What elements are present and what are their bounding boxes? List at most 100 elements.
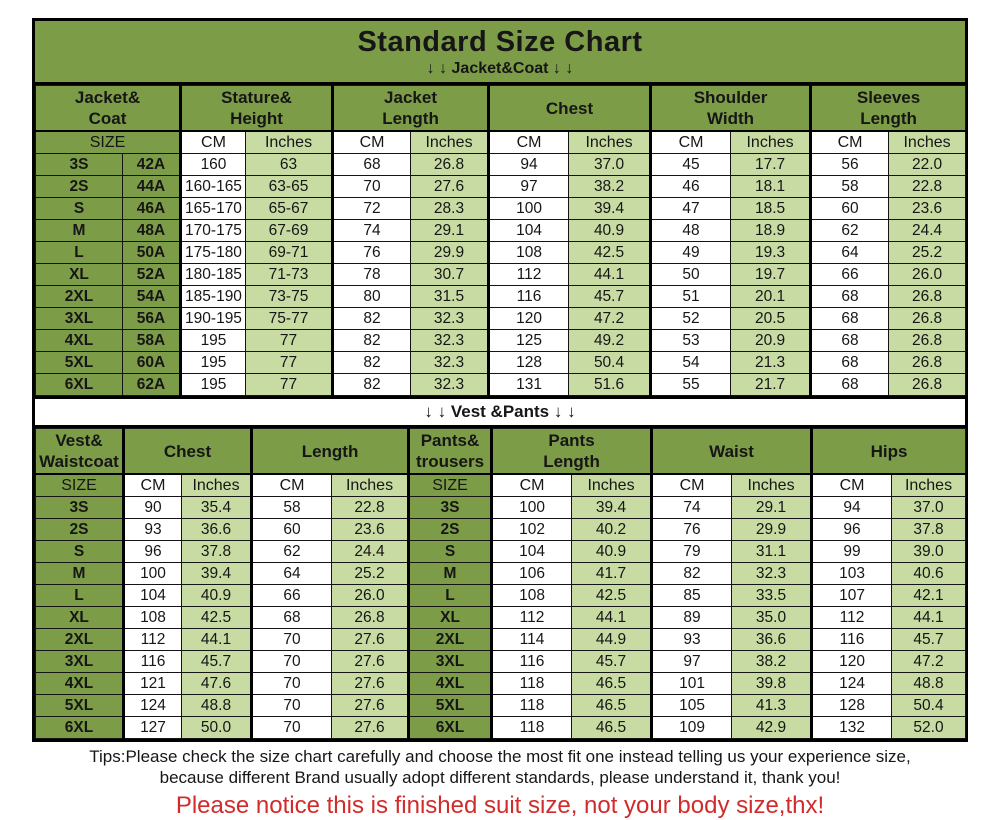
table-row: 2S 44A 160-165 63-65 70 27.6 97 38.2 46 18.1 58 22.… xyxy=(35,175,967,198)
size-cell: 56A xyxy=(122,307,181,330)
value-cell: 64 xyxy=(809,241,890,264)
size-cell: 2S xyxy=(407,518,493,541)
value-cell: 118 xyxy=(490,694,573,717)
value-cell: 24.4 xyxy=(331,540,410,563)
size-cell: 2XL xyxy=(407,628,493,651)
value-cell: 49 xyxy=(649,241,732,264)
value-cell: 40.9 xyxy=(571,540,653,563)
cm-header: CM xyxy=(487,130,570,154)
cm-header: CM xyxy=(122,473,182,497)
size-cell: 4XL xyxy=(407,672,493,695)
value-cell: 62 xyxy=(250,540,333,563)
value-cell: 50 xyxy=(649,263,732,286)
value-cell: 175-180 xyxy=(179,241,246,264)
value-cell: 40.9 xyxy=(568,219,652,242)
value-cell: 100 xyxy=(490,496,573,519)
value-cell: 58 xyxy=(809,175,890,198)
value-cell: 74 xyxy=(331,219,412,242)
value-cell: 26.8 xyxy=(888,373,967,396)
size-cell: 52A xyxy=(122,263,181,286)
table-row: M 100 39.4 64 25.2 M 106 41.7 82 32.3 103 40.6 xyxy=(35,562,967,585)
value-cell: 36.6 xyxy=(180,518,253,541)
value-cell: 97 xyxy=(487,175,570,198)
size-cell: 6XL xyxy=(35,373,123,396)
value-cell: 44.9 xyxy=(571,628,653,651)
value-cell: 52 xyxy=(649,307,732,330)
col-header-stature-height: Stature& Height xyxy=(178,85,334,132)
value-cell: 48.8 xyxy=(180,694,253,717)
table-row: L 50A 175-180 69-71 76 29.9 108 42.5 49 19.3 64 25.… xyxy=(35,241,967,264)
table-row: L 104 40.9 66 26.0 L 108 42.5 85 33.5 107 42.1 xyxy=(35,584,967,607)
inches-header: Inches xyxy=(891,473,967,497)
value-cell: 41.3 xyxy=(731,694,813,717)
value-cell: 64 xyxy=(250,562,333,585)
value-cell: 40.2 xyxy=(571,518,653,541)
size-cell: 3XL xyxy=(407,650,493,673)
size-cell: 50A xyxy=(122,241,181,264)
value-cell: 40.6 xyxy=(891,562,967,585)
value-cell: 37.8 xyxy=(180,540,253,563)
inches-header: Inches xyxy=(730,130,812,154)
value-cell: 26.8 xyxy=(410,153,490,176)
size-cell: M xyxy=(407,562,493,585)
value-cell: 39.0 xyxy=(891,540,967,563)
inches-header: Inches xyxy=(731,473,813,497)
col-header-jacket-coat: Jacket& Coat xyxy=(35,85,181,132)
value-cell: 40.9 xyxy=(180,584,253,607)
value-cell: 100 xyxy=(122,562,182,585)
value-cell: 65-67 xyxy=(244,197,334,220)
value-cell: 128 xyxy=(487,351,570,374)
size-cell: 2S xyxy=(35,518,124,541)
value-cell: 56 xyxy=(809,153,890,176)
value-cell: 29.9 xyxy=(410,241,490,264)
size-cell: 5XL xyxy=(407,694,493,717)
size-cell: 2XL xyxy=(35,628,124,651)
value-cell: 68 xyxy=(809,351,890,374)
value-cell: 52.0 xyxy=(891,716,967,739)
value-cell: 21.7 xyxy=(730,373,812,396)
size-cell: 3S xyxy=(35,153,123,176)
value-cell: 32.3 xyxy=(731,562,813,585)
value-cell: 116 xyxy=(490,650,573,673)
value-cell: 46.5 xyxy=(571,716,653,739)
value-cell: 27.6 xyxy=(331,672,410,695)
value-cell: 124 xyxy=(810,672,893,695)
value-cell: 70 xyxy=(250,716,333,739)
value-cell: 68 xyxy=(250,606,333,629)
value-cell: 39.4 xyxy=(571,496,653,519)
value-cell: 116 xyxy=(810,628,893,651)
size-cell: 4XL xyxy=(35,672,124,695)
value-cell: 18.1 xyxy=(730,175,812,198)
value-cell: 68 xyxy=(809,285,890,308)
value-cell: 54 xyxy=(649,351,732,374)
value-cell: 47.6 xyxy=(180,672,253,695)
value-cell: 32.3 xyxy=(410,351,490,374)
col-header-vest-length: Length xyxy=(250,428,410,475)
col-header-jacket-length: Jacket Length xyxy=(331,85,490,132)
value-cell: 28.3 xyxy=(410,197,490,220)
value-cell: 20.1 xyxy=(730,285,812,308)
table-row: XL 52A 180-185 71-73 78 30.7 112 44.1 50 19.7 66 26… xyxy=(35,263,967,286)
value-cell: 39.8 xyxy=(731,672,813,695)
size-cell: 62A xyxy=(122,373,181,396)
table-row: 6XL 127 50.0 70 27.6 6XL 118 46.5 109 42.9 132 52.0 xyxy=(35,716,967,739)
size-cell: 4XL xyxy=(35,329,123,352)
value-cell: 94 xyxy=(810,496,893,519)
value-cell: 22.0 xyxy=(888,153,967,176)
vest-pants-rows: 3S 90 35.4 58 22.8 3S 100 39.4 74 29.1 94 37.0 2S 93 3… xyxy=(35,496,967,739)
value-cell: 27.6 xyxy=(331,650,410,673)
table-row: 3XL 56A 190-195 75-77 82 32.3 120 47.2 52 20.5 68 2… xyxy=(35,307,967,330)
size-cell: 3XL xyxy=(35,650,124,673)
table-row: 2S 93 36.6 60 23.6 2S 102 40.2 76 29.9 96 37.8 xyxy=(35,518,967,541)
value-cell: 42.5 xyxy=(180,606,253,629)
col-header-waist: Waist xyxy=(650,428,813,475)
value-cell: 68 xyxy=(809,307,890,330)
value-cell: 72 xyxy=(331,197,412,220)
size-cell: 54A xyxy=(122,285,181,308)
value-cell: 85 xyxy=(650,584,733,607)
value-cell: 50.4 xyxy=(568,351,652,374)
value-cell: 37.0 xyxy=(568,153,652,176)
value-cell: 112 xyxy=(490,606,573,629)
value-cell: 118 xyxy=(490,672,573,695)
value-cell: 48 xyxy=(649,219,732,242)
